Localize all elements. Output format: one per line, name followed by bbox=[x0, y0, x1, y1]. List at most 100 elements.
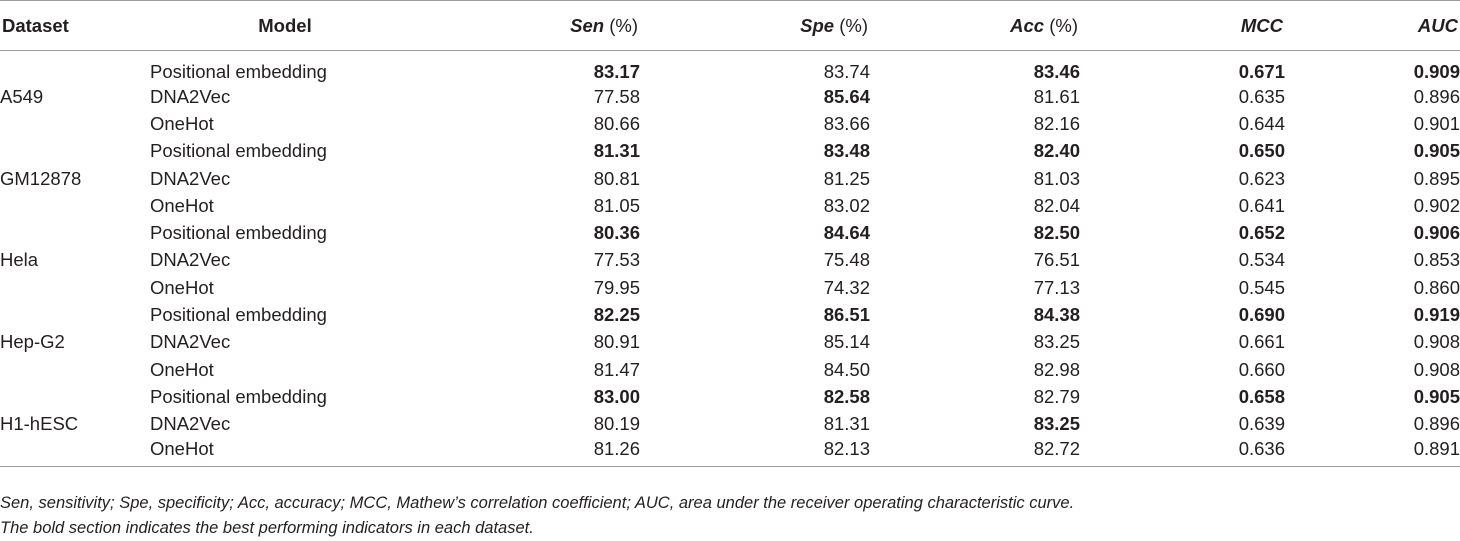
cell-model: DNA2Vec bbox=[150, 413, 231, 435]
cell-sen: 77.53 bbox=[593, 249, 640, 271]
cell-sen: 81.31 bbox=[593, 140, 640, 162]
cell-sen: 80.81 bbox=[593, 167, 640, 189]
cell-mcc: 0.639 bbox=[1238, 413, 1285, 435]
cell-spe: 84.50 bbox=[823, 358, 870, 380]
cell-spe: 85.14 bbox=[823, 331, 870, 353]
cell-acc: 82.50 bbox=[1033, 222, 1080, 244]
header-sen: Sen (%) bbox=[420, 0, 640, 51]
cell-mcc: 0.641 bbox=[1238, 194, 1285, 216]
cell-auc: 0.891 bbox=[1285, 437, 1460, 467]
header-mcc-label: MCC bbox=[1240, 14, 1283, 36]
cell-spe: 82.13 bbox=[640, 437, 870, 467]
cell-spe: 75.48 bbox=[823, 249, 870, 271]
cell-auc: 0.896 bbox=[1413, 85, 1460, 107]
cell-mcc: 0.671 bbox=[1238, 61, 1285, 82]
cell-sen: 83.00 bbox=[593, 385, 640, 407]
cell-auc: 0.919 bbox=[1413, 304, 1460, 326]
table-header: Dataset Model Sen (%) Spe (%) Acc (%) MC… bbox=[0, 0, 1460, 51]
cell-dataset: Hela bbox=[0, 249, 39, 271]
cell-sen: 83.17 bbox=[593, 61, 640, 82]
cell-dataset bbox=[0, 383, 150, 410]
cell-auc: 0.901 bbox=[1413, 112, 1460, 134]
cell-dataset bbox=[0, 219, 150, 246]
cell-sen: 79.95 bbox=[593, 276, 640, 298]
cell-model: Positional embedding bbox=[150, 385, 327, 407]
cell-dataset bbox=[0, 138, 150, 165]
cell-dataset: H1-hESC bbox=[0, 413, 79, 435]
cell-mcc: 0.661 bbox=[1238, 331, 1285, 353]
header-sen-abbr: Sen bbox=[570, 14, 605, 36]
cell-dataset: GM12878 bbox=[0, 167, 82, 189]
table-row: A549 DNA2Vec 77.58 85.64 81.61 0.635 0.896 bbox=[0, 83, 1460, 110]
cell-spe: 84.64 bbox=[823, 222, 870, 244]
cell-sen: 81.47 bbox=[593, 358, 640, 380]
cell-acc: 82.72 bbox=[870, 437, 1080, 467]
cell-auc: 0.906 bbox=[1413, 222, 1460, 244]
cell-sen: 81.05 bbox=[593, 194, 640, 216]
cell-auc: 0.860 bbox=[1413, 276, 1460, 298]
cell-mcc: 0.644 bbox=[1238, 112, 1285, 134]
cell-acc: 84.38 bbox=[1033, 304, 1080, 326]
cell-sen: 80.91 bbox=[593, 331, 640, 353]
cell-model: DNA2Vec bbox=[150, 167, 231, 189]
cell-mcc: 0.652 bbox=[1238, 222, 1285, 244]
cell-model: DNA2Vec bbox=[150, 331, 231, 353]
cell-spe: 81.25 bbox=[823, 167, 870, 189]
cell-mcc: 0.545 bbox=[1238, 276, 1285, 298]
cell-mcc: 0.636 bbox=[1080, 437, 1285, 467]
table-row: H1-hESC DNA2Vec 80.19 81.31 83.25 0.639 0.896 bbox=[0, 411, 1460, 438]
cell-auc: 0.908 bbox=[1413, 358, 1460, 380]
cell-acc: 83.46 bbox=[1033, 61, 1080, 82]
cell-dataset bbox=[0, 110, 150, 137]
cell-spe: 74.32 bbox=[823, 276, 870, 298]
table-row: OneHot 81.26 82.13 82.72 0.636 0.891 bbox=[0, 437, 1460, 467]
table-row: Positional embedding 81.31 83.48 82.40 0.650… bbox=[0, 138, 1460, 165]
cell-auc: 0.905 bbox=[1413, 140, 1460, 162]
cell-model: OneHot bbox=[150, 437, 420, 467]
cell-spe: 82.58 bbox=[823, 385, 870, 407]
table-row: Positional embedding 83.00 82.58 82.79 0.658… bbox=[0, 383, 1460, 410]
cell-acc: 81.03 bbox=[1033, 167, 1080, 189]
header-acc: Acc (%) bbox=[870, 0, 1080, 51]
cell-mcc: 0.623 bbox=[1238, 167, 1285, 189]
cell-model: OneHot bbox=[150, 194, 214, 216]
cell-model: Positional embedding bbox=[150, 304, 327, 326]
table-row: OneHot 79.95 74.32 77.13 0.545 0.860 bbox=[0, 274, 1460, 301]
table-row: Hep-G2 DNA2Vec 80.91 85.14 83.25 0.661 0.908 bbox=[0, 329, 1460, 356]
header-auc: AUC bbox=[1285, 0, 1460, 51]
cell-acc: 82.16 bbox=[1033, 112, 1080, 134]
cell-mcc: 0.650 bbox=[1238, 140, 1285, 162]
header-spe-unit: (%) bbox=[839, 14, 868, 36]
cell-acc: 76.51 bbox=[1033, 249, 1080, 271]
cell-sen: 81.26 bbox=[420, 437, 640, 467]
cell-acc: 82.40 bbox=[1033, 140, 1080, 162]
cell-model: OneHot bbox=[150, 276, 214, 298]
table-row: GM12878 DNA2Vec 80.81 81.25 81.03 0.623 0.895 bbox=[0, 165, 1460, 192]
cell-sen: 80.19 bbox=[593, 413, 640, 435]
header-dataset: Dataset bbox=[0, 0, 150, 51]
cell-model: OneHot bbox=[150, 112, 214, 134]
cell-acc: 82.04 bbox=[1033, 194, 1080, 216]
cell-acc: 82.98 bbox=[1033, 358, 1080, 380]
cell-spe: 81.31 bbox=[823, 413, 870, 435]
table-body: Positional embedding 83.17 83.74 83.46 0.671… bbox=[0, 51, 1460, 467]
cell-acc: 81.61 bbox=[1033, 85, 1080, 107]
header-acc-unit: (%) bbox=[1049, 14, 1078, 36]
cell-dataset bbox=[0, 274, 150, 301]
cell-acc: 82.79 bbox=[1033, 385, 1080, 407]
table-row: OneHot 80.66 83.66 82.16 0.644 0.901 bbox=[0, 110, 1460, 137]
cell-dataset: A549 bbox=[0, 85, 44, 107]
cell-sen: 80.36 bbox=[593, 222, 640, 244]
cell-model: DNA2Vec bbox=[150, 85, 231, 107]
results-table: Dataset Model Sen (%) Spe (%) Acc (%) MC… bbox=[0, 0, 1460, 467]
cell-model: Positional embedding bbox=[150, 61, 327, 82]
cell-auc: 0.905 bbox=[1413, 385, 1460, 407]
cell-mcc: 0.660 bbox=[1238, 358, 1285, 380]
header-acc-abbr: Acc bbox=[1010, 14, 1045, 36]
cell-auc: 0.908 bbox=[1413, 331, 1460, 353]
cell-model: DNA2Vec bbox=[150, 249, 231, 271]
cell-acc: 77.13 bbox=[1033, 276, 1080, 298]
cell-dataset bbox=[0, 51, 150, 84]
header-row: Dataset Model Sen (%) Spe (%) Acc (%) MC… bbox=[0, 0, 1460, 51]
header-model: Model bbox=[150, 0, 420, 51]
